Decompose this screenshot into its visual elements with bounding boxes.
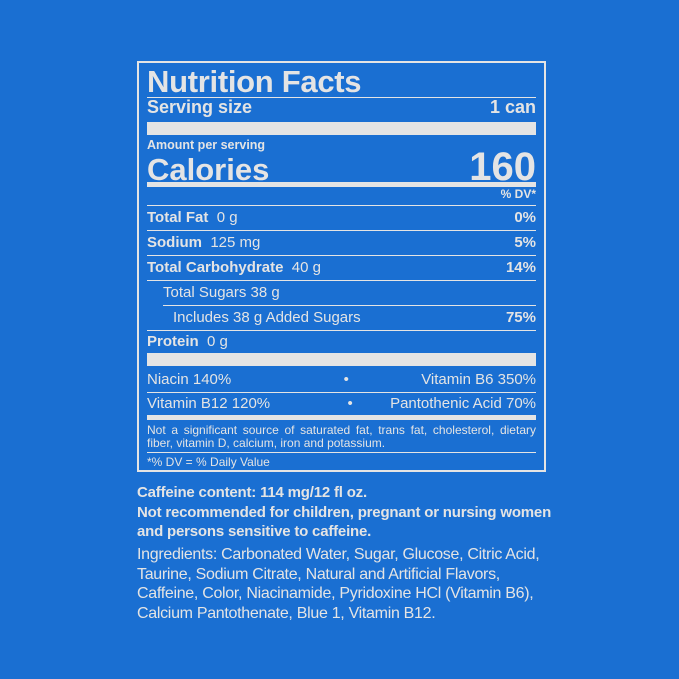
divider [163, 305, 536, 306]
nutrient-row-total-carbohydrate: Total Carbohydrate 40 g 14% [147, 259, 536, 276]
bullet-separator: • [343, 371, 349, 388]
vitamin-right: Vitamin B6 350% [421, 371, 536, 388]
serving-size-value: 1 can [489, 97, 536, 117]
serving-size-row: Serving size 1 can [147, 97, 536, 118]
divider [147, 255, 536, 256]
nutrient-name: Total Fat [147, 209, 209, 226]
nutrient-row-total-sugars: Total Sugars 38 g [163, 284, 536, 301]
nutrient-amount: 0 g [216, 209, 238, 226]
caffeine-warning: Caffeine content: 114 mg/12 fl oz. Not r… [137, 483, 557, 542]
vitamin-row: Vitamin B12 120% • Pantothenic Acid 70% [147, 395, 536, 412]
divider [147, 330, 536, 331]
vitamin-left: Niacin 140% [147, 371, 232, 388]
nutrient-amount: 0 g [207, 333, 228, 350]
vitamin-row: Niacin 140% • Vitamin B6 350% [147, 371, 536, 388]
thick-bar [147, 122, 536, 135]
nutrient-dv: 0% [514, 209, 536, 226]
nutrient-amount: 125 mg [210, 234, 261, 251]
vitamin-right: Pantothenic Acid 70% [390, 395, 536, 412]
medium-bar [147, 182, 536, 187]
divider [147, 452, 536, 453]
calories-row: Calories 160 [147, 145, 536, 190]
nutrient-name: Protein [147, 333, 199, 350]
nutrition-facts-panel: Nutrition Facts Serving size 1 can Amoun… [137, 61, 546, 472]
nutrient-name: Total Sugars 38 g [163, 284, 280, 301]
nutrient-name: Sodium [147, 234, 202, 251]
divider [147, 392, 536, 393]
calories-value: 160 [469, 145, 536, 189]
medium-bar [147, 415, 536, 420]
not-significant-note: Not a significant source of saturated fa… [147, 423, 536, 450]
serving-size-label: Serving size [147, 97, 253, 117]
label-title: Nutrition Facts [147, 64, 362, 99]
divider [147, 97, 536, 98]
nutrient-row-added-sugars: Includes 38 g Added Sugars 75% [173, 309, 536, 326]
divider [147, 280, 536, 281]
nutrient-row-total-fat: Total Fat 0 g 0% [147, 209, 536, 226]
amount-per-serving: Amount per serving [147, 138, 266, 152]
vitamin-left: Vitamin B12 120% [147, 395, 271, 412]
nutrient-row-protein: Protein 0 g [147, 333, 536, 350]
nutrient-name: Includes 38 g Added Sugars [173, 309, 361, 326]
dv-footnote: *% DV = % Daily Value [147, 455, 270, 469]
caffeine-content: Caffeine content: 114 mg/12 fl oz. [137, 484, 367, 501]
nutrient-dv: 14% [505, 259, 536, 276]
calories-label: Calories [147, 152, 270, 187]
nutrient-dv: 75% [505, 309, 536, 326]
divider [147, 230, 536, 231]
ingredients-list: Ingredients: Carbonated Water, Sugar, Gl… [137, 546, 540, 622]
thick-bar [147, 353, 536, 366]
nutrient-dv: 5% [514, 234, 536, 251]
divider [147, 205, 536, 206]
caffeine-advisory: Not recommended for children, pregnant o… [137, 503, 552, 541]
bullet-separator: • [347, 395, 353, 412]
nutrient-amount: 40 g [291, 259, 321, 276]
dv-header: % DV* [500, 187, 536, 201]
nutrient-row-sodium: Sodium 125 mg 5% [147, 234, 536, 251]
nutrient-name: Total Carbohydrate [147, 259, 284, 276]
